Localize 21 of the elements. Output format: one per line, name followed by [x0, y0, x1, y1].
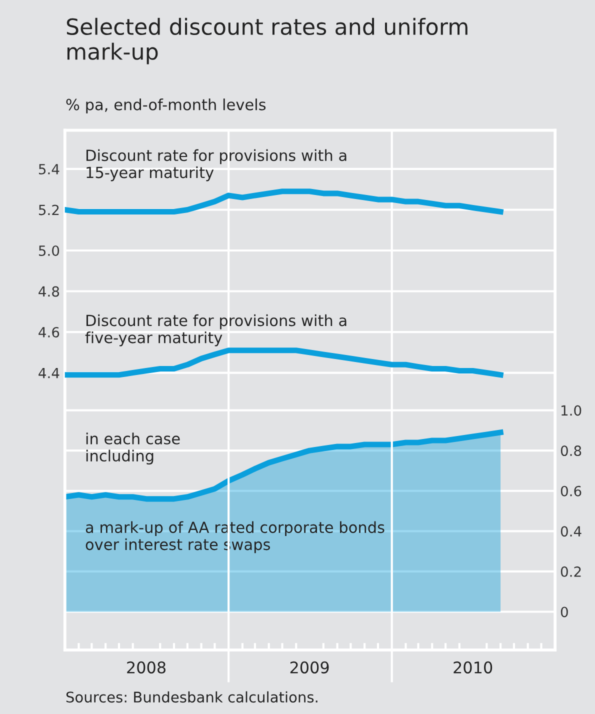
chart-title: Selected discount rates and uniform mark-up — [66, 18, 468, 64]
x-tick-label: 2009 — [290, 661, 329, 674]
y-tick-label: 4.8 — [38, 286, 60, 297]
y-tick-label: 4.4 — [38, 368, 60, 378]
source-note: Sources: Bundesbank calculations. — [66, 691, 318, 703]
y2-tick-label: 0 — [560, 606, 568, 618]
y2-tick-label: 0.8 — [560, 446, 582, 456]
y-tick-label: 5.2 — [38, 204, 59, 216]
y-tick-label: 5.4 — [38, 164, 60, 174]
y-tick-label: 5.0 — [38, 245, 60, 256]
x-tick-label: 2010 — [454, 661, 492, 674]
y2-tick-label: 0.4 — [560, 526, 582, 537]
annotation: in each case including — [86, 432, 180, 465]
y2-tick-label: 0.6 — [560, 486, 582, 496]
y-tick-label: 4.6 — [38, 327, 60, 338]
y2-tick-label: 0.2 — [560, 566, 581, 577]
series-label: Discount rate for provisions with a five-year maturity — [85, 314, 346, 346]
y2-tick-label: 1.0 — [562, 405, 582, 416]
chart-subtitle: % pa, end-of-month levels — [66, 98, 266, 114]
x-tick-label: 2008 — [127, 661, 166, 674]
series-label: Discount rate for provisions with a 15-year maturity — [86, 149, 346, 182]
